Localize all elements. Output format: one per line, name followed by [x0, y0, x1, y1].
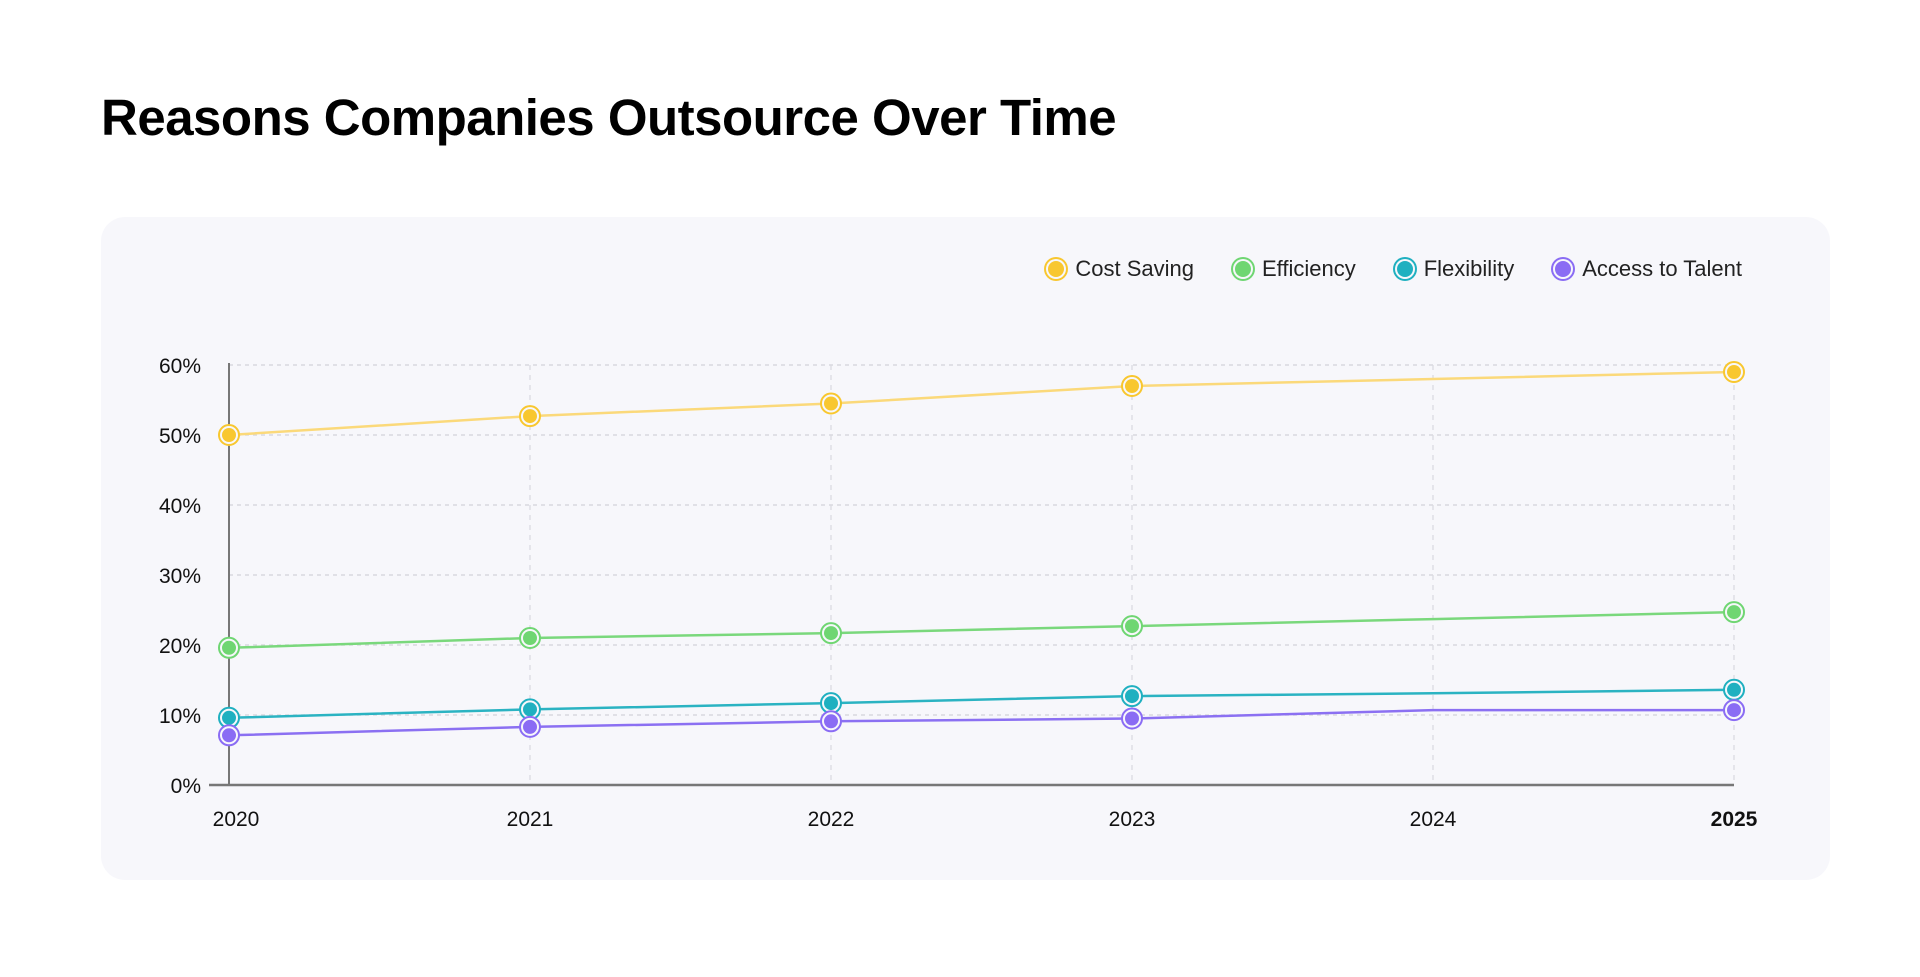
legend-label: Access to Talent — [1582, 256, 1742, 281]
y-tick-label: 0% — [171, 775, 201, 798]
series-line-cost-saving — [228, 370, 1735, 437]
data-point-cost-saving — [222, 428, 236, 442]
data-point-cost-saving — [1727, 365, 1741, 379]
data-point-efficiency — [824, 626, 838, 641]
legend-swatch-icon — [1396, 261, 1413, 277]
data-point-flexibility — [222, 710, 236, 725]
x-tick-label: 2025 — [1711, 808, 1758, 831]
legend-label: Efficiency — [1261, 256, 1356, 281]
legend-item-cost-saving[interactable]: Cost Saving — [1045, 256, 1194, 282]
data-point-efficiency — [1125, 619, 1139, 634]
legend: Cost Saving Efficiency Flexibility Acces… — [1045, 256, 1742, 282]
data-point-efficiency — [222, 640, 236, 655]
data-point-flexibility — [824, 696, 838, 711]
data-point-cost-saving — [523, 409, 537, 424]
legend-swatch-icon — [1048, 261, 1065, 277]
data-point-access-to-talent — [1727, 703, 1741, 718]
data-point-cost-saving — [824, 396, 838, 411]
legend-item-flexibility[interactable]: Flexibility — [1394, 256, 1514, 282]
series-line-efficiency — [228, 610, 1735, 650]
data-point-cost-saving — [1125, 379, 1139, 393]
legend-label: Flexibility — [1423, 256, 1515, 281]
data-point-access-to-talent — [824, 714, 838, 729]
y-tick-label: 60% — [159, 355, 201, 378]
legend-swatch-icon — [1234, 261, 1251, 277]
x-tick-label: 2020 — [213, 808, 260, 831]
legend-item-access-to-talent[interactable]: Access to Talent — [1552, 256, 1742, 282]
y-tick-label: 30% — [159, 565, 201, 588]
legend-swatch-icon — [1555, 261, 1572, 277]
data-point-access-to-talent — [1125, 711, 1139, 726]
y-tick-label: 40% — [159, 495, 201, 518]
data-point-access-to-talent — [222, 728, 236, 743]
x-tick-label: 2022 — [808, 808, 855, 831]
page-title: Reasons Companies Outsource Over Time — [101, 89, 1117, 146]
chart-card — [101, 217, 1830, 880]
legend-item-efficiency[interactable]: Efficiency — [1232, 256, 1356, 282]
x-tick-label: 2021 — [507, 808, 554, 831]
y-tick-label: 50% — [159, 425, 201, 448]
series-line-flexibility — [228, 688, 1735, 720]
data-point-flexibility — [1125, 689, 1139, 704]
data-point-flexibility — [1727, 682, 1741, 697]
y-tick-label: 20% — [159, 635, 201, 658]
data-point-access-to-talent — [523, 719, 537, 734]
legend-label: Cost Saving — [1075, 256, 1194, 281]
series-line-access-to-talent — [228, 708, 1734, 737]
data-point-efficiency — [523, 631, 537, 645]
data-point-flexibility — [523, 702, 537, 717]
y-tick-label: 10% — [159, 705, 201, 728]
data-point-efficiency — [1727, 605, 1741, 620]
x-tick-label: 2024 — [1410, 808, 1457, 831]
x-tick-label: 2023 — [1109, 808, 1156, 831]
